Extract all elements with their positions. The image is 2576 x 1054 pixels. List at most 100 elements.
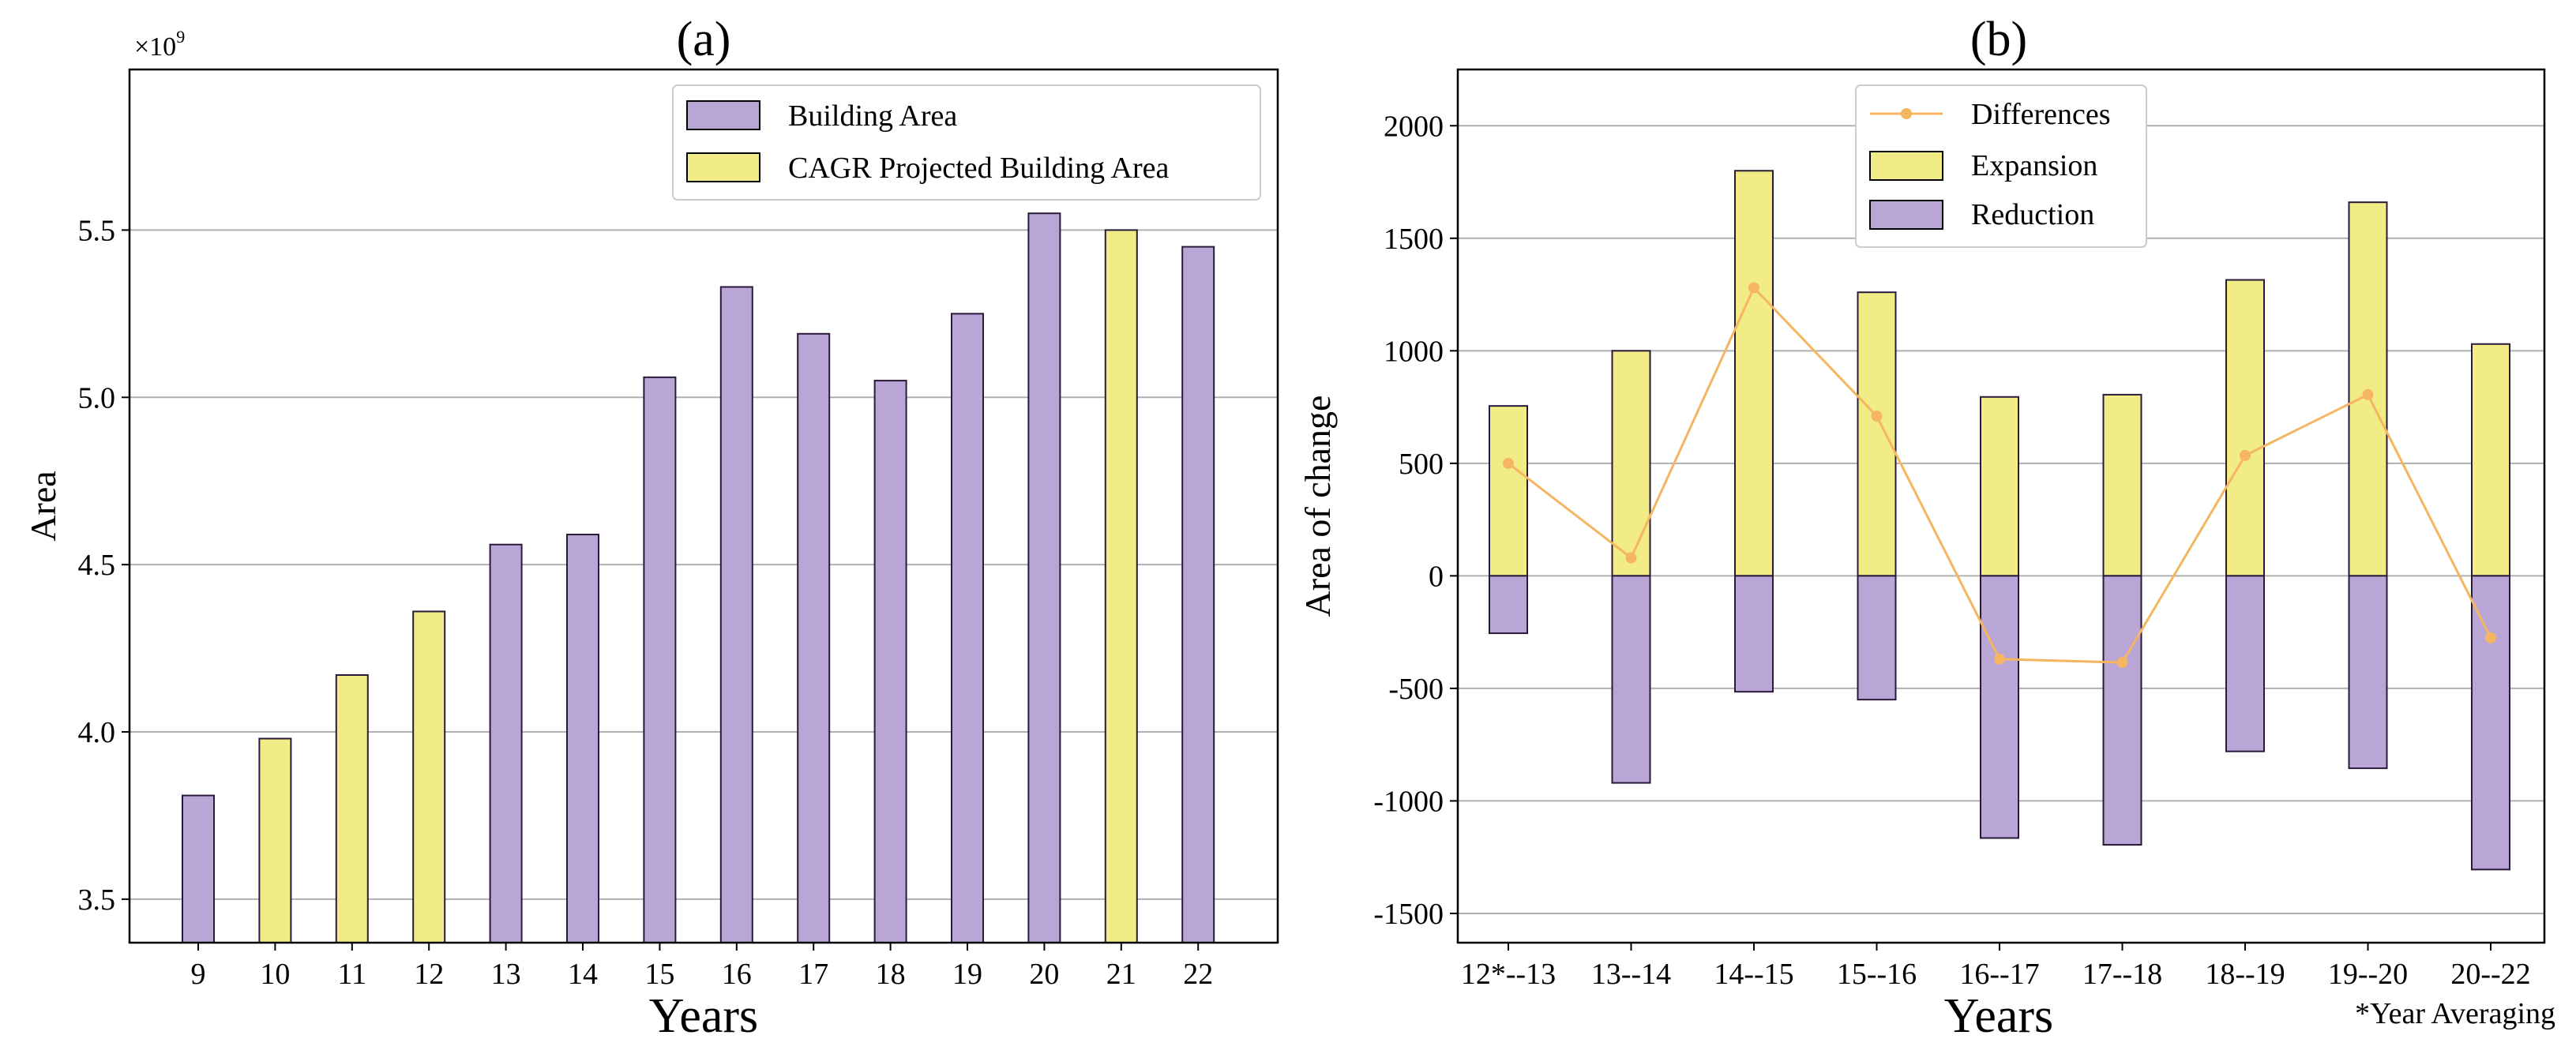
- a-bar-17: [797, 332, 831, 943]
- a-legend-swatch-cagr: [686, 152, 760, 182]
- b-x-tick-label: 18--19: [2205, 958, 2285, 991]
- b-expansion-bar-12*--13: [1489, 405, 1528, 577]
- b-legend-label-reduction: Reduction: [1971, 198, 2094, 231]
- b-expansion-bar-19--20: [2348, 201, 2388, 577]
- a-bar-12: [412, 610, 446, 944]
- a-y-tick-label: 5.0: [78, 381, 116, 414]
- b-differences-point-15--16: [1871, 410, 1883, 422]
- a-bar-15: [643, 376, 677, 943]
- b-expansion-bar-14--15: [1734, 170, 1774, 577]
- a-x-tick-label: 14: [568, 958, 598, 991]
- b-reduction-bar-19--20: [2348, 575, 2388, 770]
- b-title: (b): [1970, 13, 2027, 66]
- a-legend-label-building: Building Area: [788, 99, 957, 133]
- b-reduction-bar-16--17: [1980, 575, 2019, 839]
- a-x-tick-label: 19: [952, 958, 982, 991]
- a-bar-13: [489, 543, 523, 943]
- a-y-tick-label: 3.5: [78, 883, 116, 917]
- b-legend-swatch-expansion: [1869, 151, 1943, 181]
- b-legend-marker-differences: [1901, 108, 1912, 119]
- b-y-tick-label: -500: [1388, 673, 1444, 706]
- b-x-tick-label: 14--15: [1714, 958, 1793, 991]
- b-y-tick-label: 500: [1399, 448, 1444, 481]
- a-bar-14: [566, 534, 599, 943]
- panel-b: -1500 -1000 -500 0 500 1000 1500 2000 12*--13 13…: [1297, 13, 2555, 1043]
- a-bar-9: [182, 794, 215, 944]
- a-x-tick-label: 17: [798, 958, 828, 991]
- b-year-averaging-note: *Year Averaging: [2355, 997, 2555, 1030]
- b-y-tick-label: 2000: [1384, 110, 1444, 143]
- a-title: (a): [677, 13, 731, 66]
- b-x-tick-label: 17--18: [2082, 958, 2162, 991]
- a-y-tick-label: 4.0: [78, 716, 116, 749]
- a-y-axis-label: Area: [23, 471, 63, 541]
- b-x-tick-label: 19--20: [2328, 958, 2408, 991]
- b-reduction-bar-15--16: [1857, 575, 1897, 701]
- b-y-tick-label: 0: [1429, 560, 1444, 593]
- b-difference-line: [1503, 282, 2496, 669]
- a-x-ticks: 9 10 11 12 13 14 15 16 17 18 19 20 21 22: [191, 943, 1213, 991]
- a-x-tick-label: 21: [1106, 958, 1136, 991]
- b-expansion-bar-18--19: [2225, 279, 2265, 577]
- b-reduction-bar-12*--13: [1489, 575, 1528, 635]
- b-expansion-bar-16--17: [1980, 396, 2019, 577]
- b-differences-point-16--17: [1994, 653, 2005, 665]
- a-bar-16: [719, 286, 753, 943]
- b-expansion-bar-20--22: [2471, 343, 2510, 577]
- a-x-tick-label: 18: [876, 958, 906, 991]
- a-y-tick-label: 4.5: [78, 549, 116, 582]
- a-grid: [130, 229, 1278, 900]
- b-bars: [1489, 170, 2510, 871]
- a-x-axis-label: Years: [649, 989, 758, 1043]
- b-reduction-bar-17--18: [2102, 575, 2142, 846]
- b-y-tick-label: 1500: [1384, 223, 1444, 256]
- a-exponent-label: ×109: [134, 27, 185, 62]
- a-x-tick-label: 22: [1183, 958, 1213, 991]
- a-bar-21: [1104, 229, 1138, 944]
- b-x-tick-label: 12*--13: [1461, 958, 1556, 991]
- b-expansion-bar-17--18: [2102, 393, 2142, 577]
- a-x-tick-label: 11: [338, 958, 367, 991]
- a-x-tick-label: 10: [260, 958, 290, 991]
- a-y-ticks: 3.5 4.0 4.5 5.0 5.5: [78, 214, 130, 917]
- a-legend-label-cagr: CAGR Projected Building Area: [788, 152, 1169, 185]
- b-differences-point-12*--13: [1503, 457, 1514, 469]
- b-x-tick-label: 15--16: [1837, 958, 1917, 991]
- b-x-tick-label: 20--22: [2450, 958, 2530, 991]
- panel-a: 3.5 4.0 4.5 5.0 5.5 9 10 11 12 13 14 15 16 17 18 19 20 2…: [23, 13, 1279, 1043]
- a-x-tick-label: 9: [191, 958, 206, 991]
- b-y-axis-label: Area of change: [1297, 396, 1338, 617]
- a-x-tick-label: 15: [644, 958, 674, 991]
- b-differences-point-14--15: [1748, 282, 1759, 294]
- a-bar-22: [1181, 246, 1215, 943]
- a-bar-19: [951, 313, 984, 943]
- a-legend-box: [672, 84, 1261, 201]
- b-legend-label-differences: Differences: [1971, 98, 2111, 131]
- b-y-tick-label: -1000: [1373, 785, 1444, 818]
- a-x-tick-label: 12: [414, 958, 444, 991]
- a-bar-10: [258, 737, 292, 943]
- b-x-tick-label: 13--14: [1591, 958, 1671, 991]
- a-legend: Building Area CAGR Projected Building Ar…: [672, 84, 1261, 201]
- b-y-tick-label: -1500: [1373, 898, 1444, 931]
- b-differences-point-13--14: [1625, 552, 1637, 564]
- b-reduction-bar-18--19: [2225, 575, 2265, 752]
- a-bar-20: [1027, 212, 1061, 944]
- b-reduction-bar-13--14: [1611, 575, 1651, 784]
- b-differences-point-18--19: [2240, 449, 2251, 461]
- b-x-axis-label: Years: [1944, 989, 2053, 1043]
- b-legend-swatch-reduction: [1869, 200, 1943, 230]
- b-differences-point-20--22: [2485, 632, 2496, 643]
- a-legend-swatch-building: [686, 100, 760, 130]
- a-plot-frame: [128, 68, 1279, 944]
- b-legend-label-expansion: Expansion: [1971, 149, 2097, 182]
- b-y-ticks: -1500 -1000 -500 0 500 1000 1500 2000: [1373, 110, 1458, 931]
- a-y-tick-label: 5.5: [78, 214, 116, 247]
- b-reduction-bar-20--22: [2471, 575, 2510, 871]
- b-expansion-bar-13--14: [1611, 350, 1651, 577]
- b-x-ticks: 12*--13 13--14 14--15 15--16 16--17 17--18 18-…: [1461, 943, 2531, 991]
- b-expansion-bar-15--16: [1857, 291, 1897, 577]
- a-x-tick-label: 20: [1029, 958, 1059, 991]
- b-differences-point-19--20: [2362, 388, 2374, 400]
- b-y-tick-label: 1000: [1384, 335, 1444, 368]
